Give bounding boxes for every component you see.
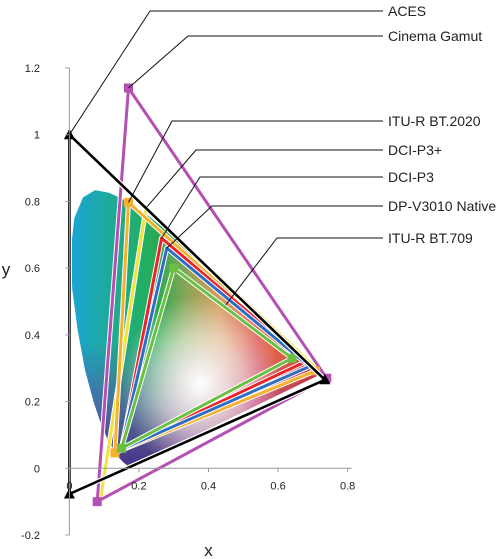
legend-label-dp-v3010-native: DP-V3010 Native (388, 198, 496, 214)
leader-line-dci-p3 (161, 176, 383, 239)
leader-line-itu-r-bt-709 (225, 237, 383, 306)
gamut-vertex-aces-0 (319, 373, 331, 385)
leader-line-itu-r-bt-2020 (128, 120, 383, 203)
legend-label-aces: ACES (388, 3, 426, 19)
x-tick-label: 0 (66, 480, 72, 492)
leader-line-dci-p3 (145, 149, 383, 209)
legend-label-cinema-gamut: Cinema Gamut (388, 28, 482, 44)
x-tick-label: 0.2 (131, 480, 146, 492)
y-tick-label: 1.2 (25, 63, 40, 75)
gamut-vertex-itu-r-bt-2020-2 (110, 448, 120, 458)
leader-line-aces (68, 10, 383, 135)
legend-label-dci-p3: DCI-P3 (388, 169, 434, 185)
y-tick-label: 0 (34, 463, 40, 475)
legend-label-itu-r-bt-2020: ITU-R BT.2020 (388, 113, 481, 129)
y-tick-label: 1 (34, 130, 40, 142)
axes: 0 0.2 0.4 0.6 0.8 -0.2 0 0.2 0.4 0.6 0.8 1 1.2 x y (2, 63, 356, 559)
gamut-vertex-itu-r-bt-709-2 (117, 443, 127, 453)
gamut-triangles (63, 83, 332, 507)
leader-line-dp-v3010-native (166, 205, 383, 249)
gamut-vertex-itu-r-bt-709-1 (169, 263, 179, 273)
gamut-vertex-cinema-gamut-1 (124, 83, 134, 93)
y-tick-label: 0.2 (25, 397, 40, 409)
y-tick-label: -0.2 (21, 530, 40, 542)
x-axis-title: x (204, 541, 213, 559)
legend: ACES Cinema Gamut ITU-R BT.2020 DCI-P3+ DCI-… (68, 3, 496, 306)
y-tick-label: 0.8 (25, 196, 40, 208)
y-tick-label: 0.4 (25, 330, 40, 342)
legend-label-dci-p3: DCI-P3+ (388, 142, 442, 158)
gamut-vertex-itu-r-bt-709-0 (287, 353, 297, 363)
gamut-triangle-itu-r-bt-709 (120, 266, 294, 450)
x-tick-label: 0.4 (201, 480, 216, 492)
y-axis-title: y (2, 260, 11, 279)
leader-line-cinema-gamut (128, 35, 383, 89)
gamut-triangle-cinema-gamut (95, 86, 329, 504)
x-tick-label: 0.8 (340, 480, 355, 492)
y-tick-label: 0.6 (25, 263, 40, 275)
gamut-triangle-dci-p3 (120, 236, 308, 450)
gamut-vertex-itu-r-bt-2020-1 (124, 197, 134, 207)
legend-label-itu-r-bt-709: ITU-R BT.709 (388, 230, 473, 246)
gamut-triangle-dp-v3010-native (119, 246, 311, 452)
gamut-vertex-cinema-gamut-2 (92, 497, 102, 507)
x-tick-label: 0.6 (270, 480, 285, 492)
